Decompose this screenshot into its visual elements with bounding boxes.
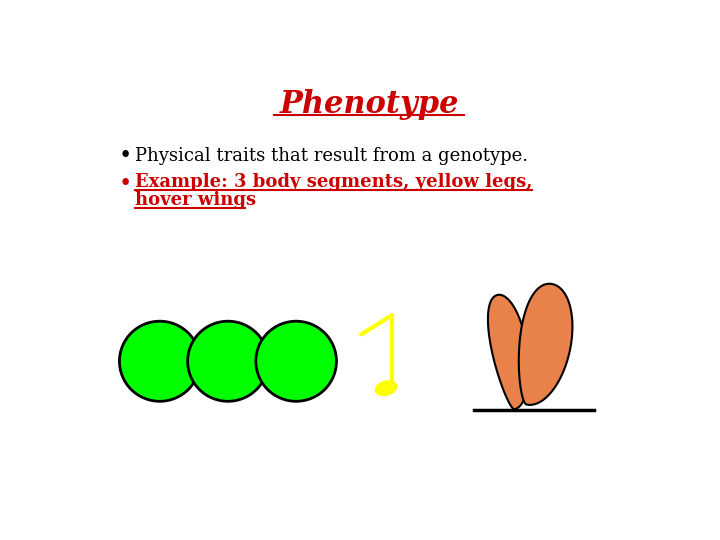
Polygon shape <box>519 284 572 405</box>
Text: Example: 3 body segments, yellow legs,: Example: 3 body segments, yellow legs, <box>135 173 533 191</box>
Text: •: • <box>118 173 132 195</box>
Ellipse shape <box>375 381 397 395</box>
Text: Physical traits that result from a genotype.: Physical traits that result from a genot… <box>135 147 528 165</box>
Polygon shape <box>488 295 528 409</box>
Circle shape <box>120 321 200 401</box>
Text: hover wings: hover wings <box>135 191 256 208</box>
Circle shape <box>256 321 336 401</box>
Text: Phenotype: Phenotype <box>279 89 459 120</box>
Circle shape <box>188 321 269 401</box>
Text: •: • <box>118 145 132 167</box>
